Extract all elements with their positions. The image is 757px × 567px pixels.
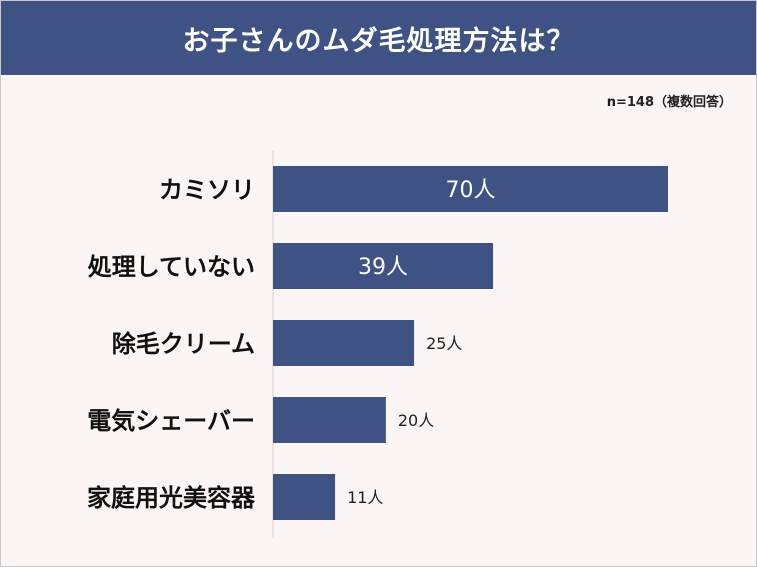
category-label: 除毛クリーム: [112, 330, 255, 358]
value-label: 39人: [358, 255, 408, 280]
category-label: 電気シェーバー: [87, 407, 255, 435]
category-label: カミソリ: [159, 176, 255, 204]
bar-5: [273, 474, 336, 520]
bar-1: [273, 166, 668, 212]
chart-title: お子さんのムダ毛処理方法は？: [182, 25, 575, 57]
bar-4: [273, 397, 386, 443]
value-label: 11人: [347, 488, 383, 507]
value-label: 25人: [426, 334, 462, 353]
header-banner: お子さんのムダ毛処理方法は？: [1, 1, 756, 75]
bar-2: [273, 243, 494, 289]
bar-3: [273, 320, 415, 366]
sample-size-note: n=148（複数回答）: [606, 95, 732, 110]
category-label: 家庭用光美容器: [87, 484, 256, 512]
value-label: 70人: [446, 178, 496, 203]
value-label: 20人: [398, 411, 434, 430]
category-label: 処理していない: [88, 253, 255, 281]
